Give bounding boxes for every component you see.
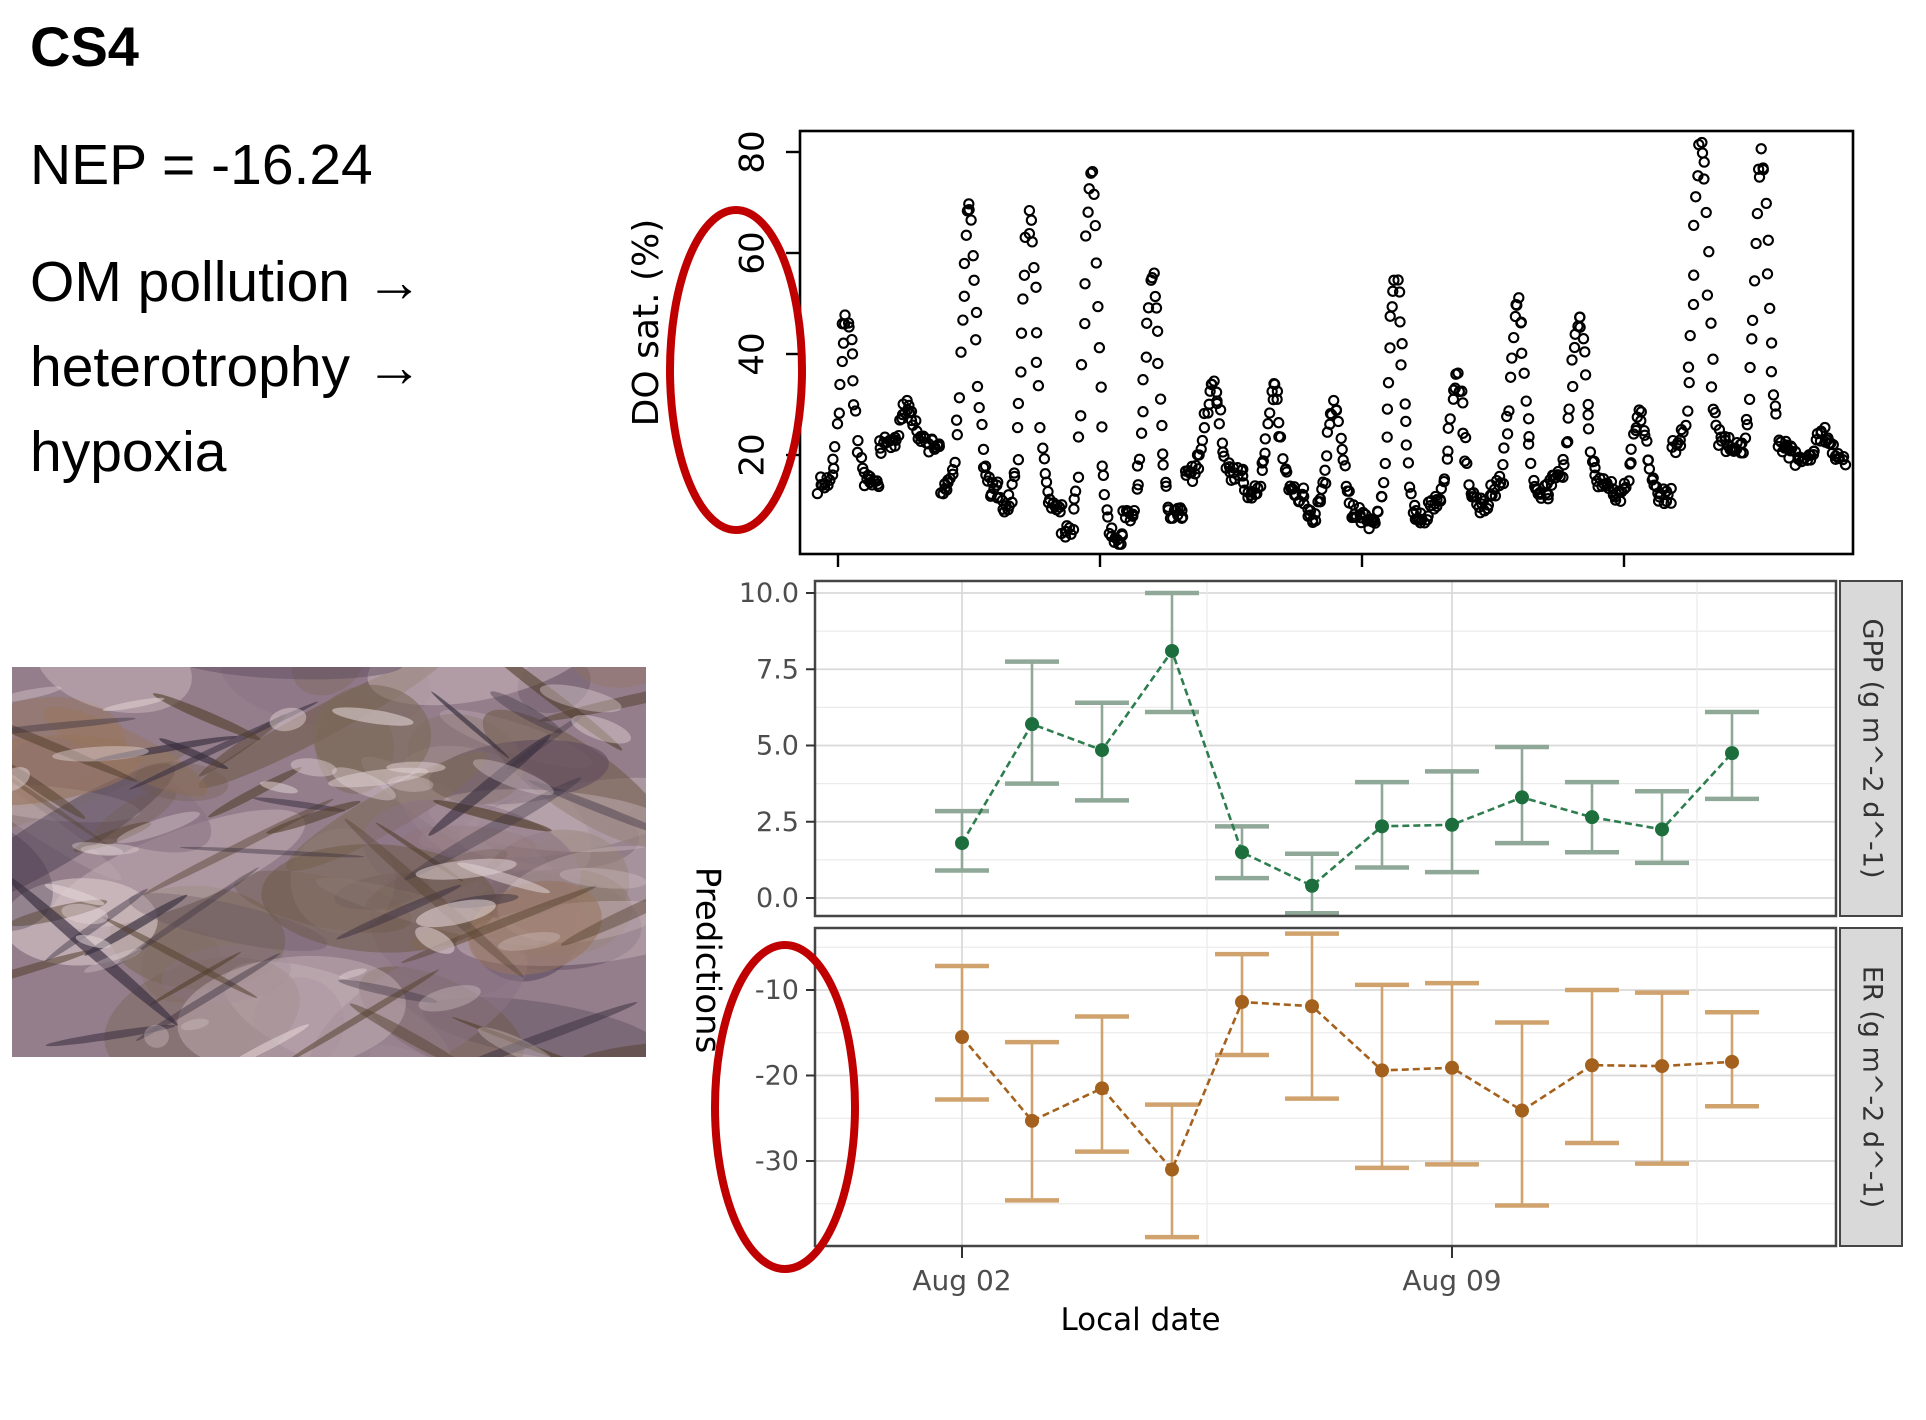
er-y-axis: -10 -20 -30 bbox=[755, 975, 815, 1177]
local-date-axis: Aug 02 Aug 09 Local date bbox=[912, 1246, 1502, 1338]
do-sat-points bbox=[811, 136, 1852, 550]
bullet-text-block: OM pollution → heterotrophy → hypoxia bbox=[30, 240, 423, 495]
svg-text:-10: -10 bbox=[755, 975, 799, 1006]
do-sat-y-axis: 20 40 60 80 bbox=[733, 130, 1626, 567]
svg-text:7.5: 7.5 bbox=[756, 654, 799, 685]
svg-text:40: 40 bbox=[733, 332, 773, 375]
gpp-y-axis: 10.0 7.5 5.0 2.5 0.0 bbox=[739, 578, 815, 914]
svg-text:0.0: 0.0 bbox=[756, 883, 799, 914]
x-tick-label: Aug 02 bbox=[912, 1264, 1011, 1297]
photo-texture bbox=[12, 667, 646, 1057]
bullet-line-hypoxia: hypoxia bbox=[30, 420, 227, 484]
svg-text:20: 20 bbox=[733, 433, 773, 476]
svg-text:5.0: 5.0 bbox=[756, 731, 799, 762]
do-sat-yaxis-ellipse bbox=[666, 206, 806, 534]
do-sat-chart: 20 40 60 80 DO sat. (%) bbox=[626, 129, 1855, 567]
er-points bbox=[955, 994, 1739, 1177]
gpp-chart: 10.0 7.5 5.0 2.5 0.0 bbox=[739, 578, 1838, 918]
x-tick-label: Aug 09 bbox=[1402, 1264, 1501, 1297]
svg-text:-20: -20 bbox=[755, 1061, 799, 1092]
svg-text:2.5: 2.5 bbox=[756, 807, 799, 838]
local-date-axis-label: Local date bbox=[1060, 1302, 1220, 1338]
bullet-line-om-pollution: OM pollution → bbox=[30, 250, 423, 314]
er-chart: -10 -20 -30 bbox=[755, 926, 1838, 1248]
page-title: CS4 bbox=[30, 15, 139, 78]
gpp-points bbox=[955, 643, 1739, 893]
svg-text:60: 60 bbox=[733, 231, 773, 274]
er-strip: ER (g m^-2 d^-1) bbox=[1839, 927, 1903, 1247]
gpp-line bbox=[960, 648, 1733, 888]
gpp-strip: GPP (g m^-2 d^-1) bbox=[1839, 580, 1903, 917]
er-strip-label: ER (g m^-2 d^-1) bbox=[1857, 966, 1888, 1208]
gpp-strip-label: GPP (g m^-2 d^-1) bbox=[1857, 619, 1888, 879]
gpp-gridlines bbox=[815, 581, 1836, 916]
svg-text:80: 80 bbox=[733, 130, 773, 173]
bullet-line-heterotrophy: heterotrophy → bbox=[30, 335, 423, 399]
stream-rocks-photo bbox=[12, 667, 646, 1057]
svg-text:-30: -30 bbox=[755, 1146, 799, 1177]
er-yaxis-ellipse bbox=[711, 941, 859, 1273]
nep-value-text: NEP = -16.24 bbox=[30, 133, 373, 197]
svg-text:10.0: 10.0 bbox=[739, 578, 799, 609]
do-sat-axis-label: DO sat. (%) bbox=[626, 219, 667, 427]
predictions-axis-label: Predictions bbox=[688, 867, 728, 1054]
